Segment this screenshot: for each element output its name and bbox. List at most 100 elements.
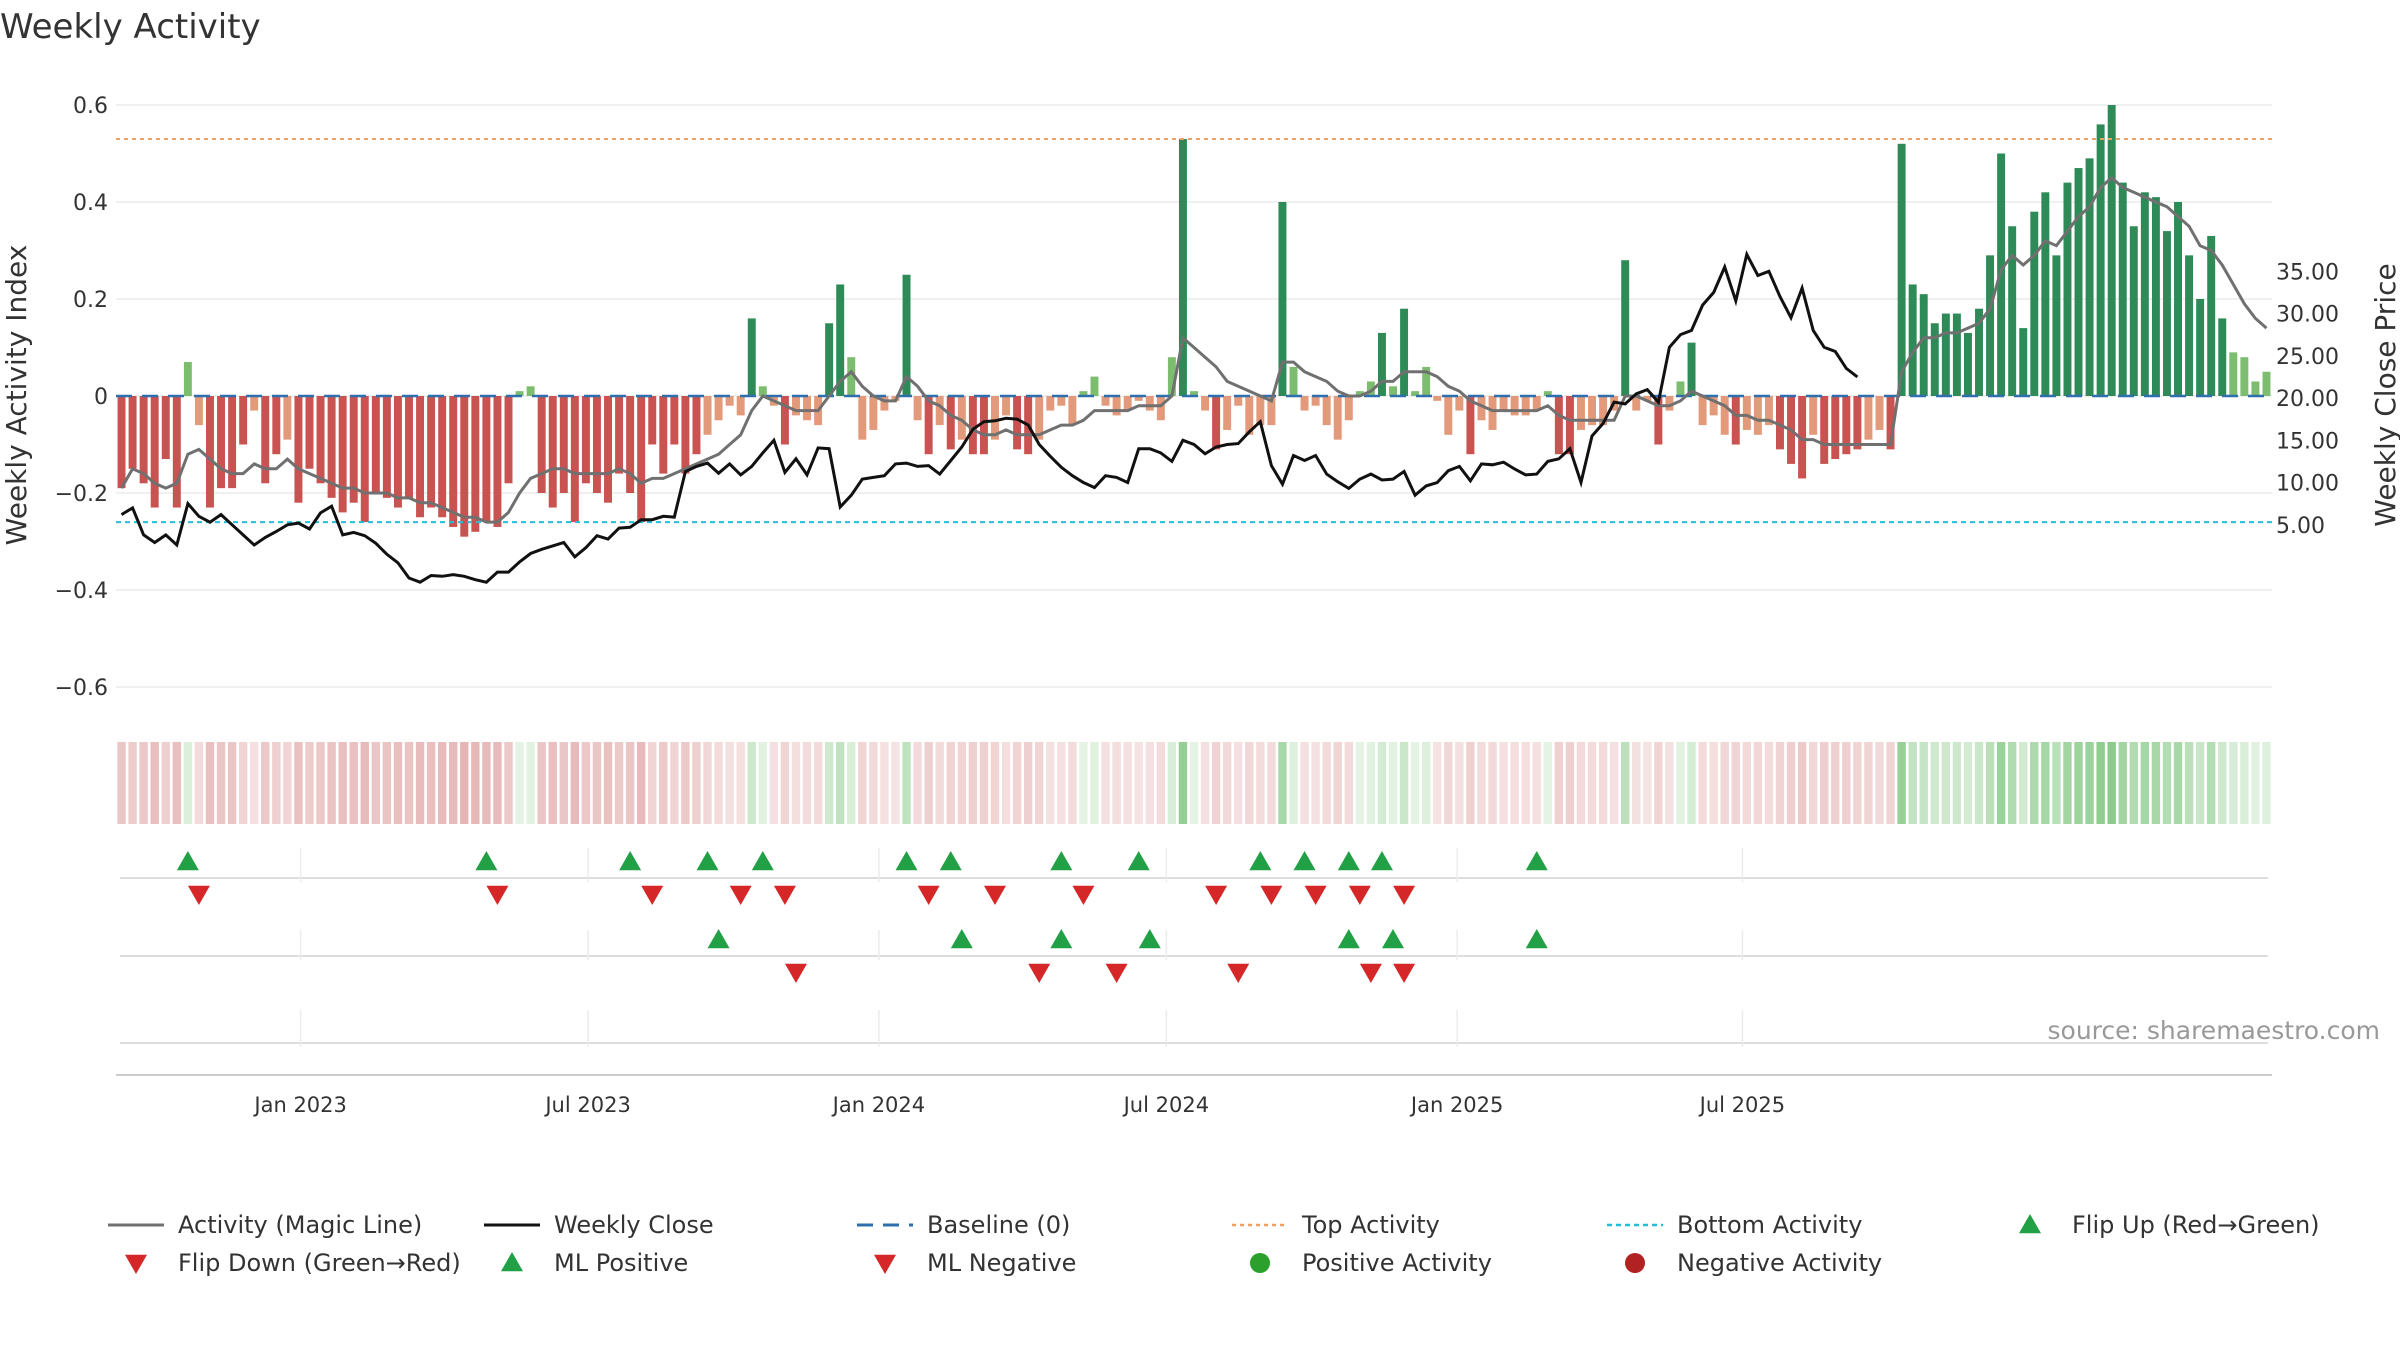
heat-cell bbox=[813, 742, 823, 824]
activity-bar bbox=[1234, 396, 1243, 406]
activity-bar bbox=[1731, 396, 1740, 445]
y-tick-label: 0.4 bbox=[73, 191, 108, 216]
heat-cell bbox=[1333, 742, 1342, 824]
heat-cell bbox=[1234, 742, 1243, 824]
activity-bar bbox=[791, 396, 800, 416]
heat-cell bbox=[504, 742, 513, 824]
activity-bar bbox=[559, 396, 568, 493]
heat-cell bbox=[891, 742, 900, 824]
heat-cell bbox=[426, 742, 436, 824]
flip-up-marker bbox=[895, 851, 918, 871]
heat-cell bbox=[2151, 742, 2161, 824]
activity-bar bbox=[991, 396, 999, 440]
heat-cell bbox=[1355, 742, 1365, 824]
heat-cell bbox=[482, 742, 491, 824]
activity-bar bbox=[913, 396, 922, 421]
y-tick-label: −0.4 bbox=[55, 579, 108, 604]
activity-bar bbox=[626, 396, 635, 493]
x-tick-label: Jan 2024 bbox=[831, 1093, 926, 1117]
heat-cell bbox=[2063, 742, 2072, 824]
heat-cell bbox=[1090, 742, 1099, 824]
heat-cell bbox=[183, 742, 193, 824]
heat-cell bbox=[526, 742, 535, 824]
flip-up-marker bbox=[475, 851, 498, 871]
chart-title: Weekly Activity bbox=[0, 7, 261, 47]
heat-cell bbox=[570, 742, 580, 824]
heat-cell bbox=[902, 742, 911, 824]
activity-bar bbox=[1897, 143, 1906, 396]
activity-bar bbox=[504, 396, 513, 484]
activity-bar bbox=[427, 396, 436, 508]
activity-bar bbox=[880, 396, 889, 411]
heat-cell bbox=[603, 742, 613, 824]
heat-cell bbox=[349, 742, 358, 824]
activity-bar bbox=[283, 396, 292, 440]
heat-cell bbox=[1256, 742, 1265, 824]
heat-cell bbox=[1731, 742, 1740, 824]
activity-bar bbox=[1554, 396, 1563, 455]
legend-label: ML Negative bbox=[927, 1249, 1076, 1277]
flip-up-marker bbox=[696, 851, 719, 871]
activity-bar bbox=[957, 396, 966, 440]
heat-cell bbox=[1410, 742, 1420, 824]
activity-bar bbox=[2096, 124, 2105, 397]
legend-label: Flip Up (Red→Green) bbox=[2072, 1211, 2320, 1239]
ml-negative-marker bbox=[784, 963, 807, 983]
ml-positive-marker bbox=[1337, 929, 1360, 949]
activity-bar bbox=[1676, 381, 1685, 396]
activity-bar bbox=[405, 396, 413, 498]
activity-bar bbox=[1355, 391, 1364, 396]
heat-cell bbox=[1455, 742, 1464, 824]
heat-cell bbox=[1853, 742, 1862, 824]
heat-cell bbox=[2240, 742, 2249, 824]
heat-cell bbox=[791, 742, 801, 824]
ml-negative-marker bbox=[1028, 963, 1051, 983]
heat-cell bbox=[1554, 742, 1564, 824]
heat-cell bbox=[1897, 742, 1906, 824]
heat-cell bbox=[1908, 742, 1917, 824]
activity-bar bbox=[1886, 396, 1895, 450]
x-tick-label: Jan 2025 bbox=[1409, 1093, 1504, 1117]
heat-cell bbox=[382, 742, 392, 824]
legend-item-negdot: Negative Activity bbox=[1625, 1249, 1882, 1277]
heat-cell bbox=[2218, 742, 2227, 824]
activity-bar bbox=[1134, 396, 1143, 401]
activity-bar bbox=[349, 396, 358, 503]
signal-panels bbox=[116, 848, 2272, 1076]
ml-negative-marker bbox=[1359, 963, 1382, 983]
activity-bar bbox=[1654, 396, 1663, 445]
activity-bar bbox=[1190, 391, 1198, 396]
heat-cell bbox=[1035, 742, 1044, 824]
ml-positive-marker bbox=[1138, 929, 1161, 949]
heat-cell bbox=[371, 742, 381, 824]
activity-bar bbox=[2140, 192, 2149, 396]
activity-bar bbox=[747, 318, 756, 396]
activity-bar bbox=[2107, 105, 2116, 396]
heat-cell bbox=[548, 742, 557, 824]
heat-cell bbox=[1576, 742, 1586, 824]
legend-item-flipup: Flip Up (Red→Green) bbox=[2019, 1211, 2320, 1239]
flip-down-marker bbox=[1205, 885, 1228, 905]
activity-bar bbox=[1764, 396, 1773, 426]
heat-cell bbox=[2041, 742, 2050, 824]
heat-cell bbox=[1488, 742, 1497, 824]
legend-swatch bbox=[2019, 1214, 2041, 1234]
legend-item-flipdown: Flip Down (Green→Red) bbox=[125, 1249, 461, 1277]
y2-tick-label: 5.00 bbox=[2276, 514, 2325, 539]
heat-cell bbox=[1145, 742, 1154, 824]
flip-down-marker bbox=[1348, 885, 1371, 905]
heat-cell bbox=[946, 742, 955, 824]
flip-down-marker bbox=[773, 885, 796, 905]
heat-cell bbox=[537, 742, 546, 824]
legend-item-mlpos: ML Positive bbox=[501, 1249, 688, 1277]
y2-tick-label: 15.00 bbox=[2276, 429, 2339, 454]
heat-cell bbox=[460, 742, 469, 824]
heat-cell bbox=[1764, 742, 1774, 824]
activity-bar bbox=[1709, 396, 1718, 416]
heat-cell bbox=[847, 742, 856, 824]
activity-bar bbox=[393, 396, 402, 508]
activity-bar bbox=[935, 396, 944, 426]
legend-label: Baseline (0) bbox=[927, 1211, 1070, 1239]
heat-cell bbox=[2229, 742, 2238, 824]
heat-cell bbox=[1134, 742, 1143, 824]
